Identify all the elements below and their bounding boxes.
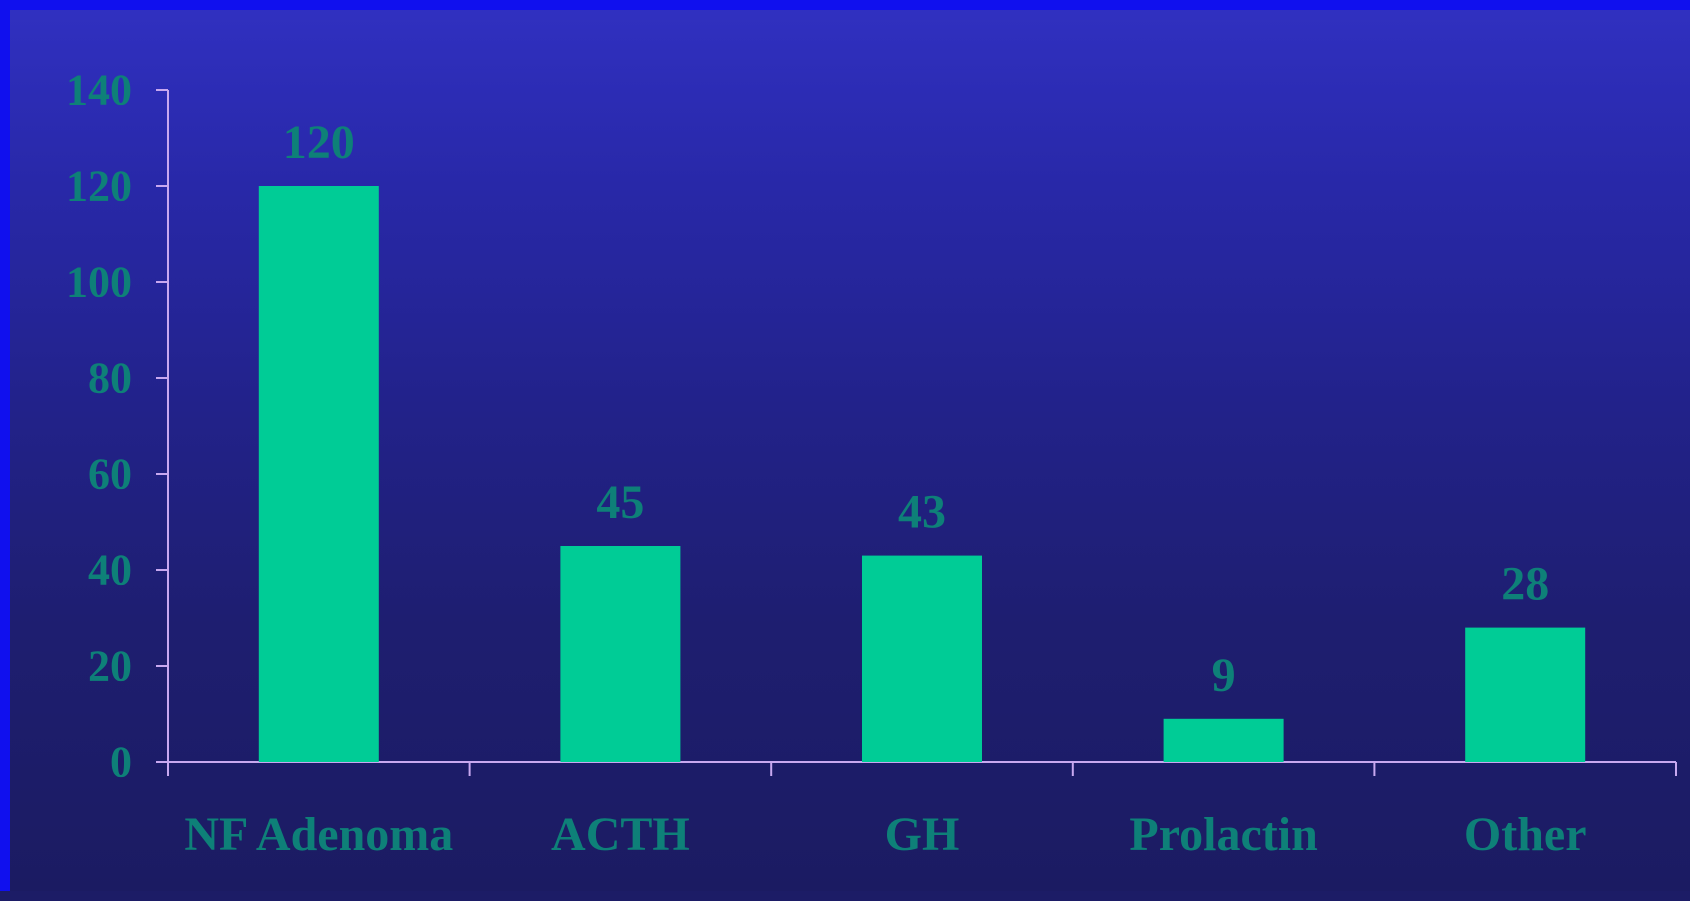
data-label: 120 — [283, 116, 355, 169]
data-label: 28 — [1501, 558, 1549, 611]
y-tick-label: 80 — [88, 354, 132, 403]
data-label: 9 — [1212, 649, 1236, 702]
bar-other — [1465, 627, 1586, 762]
x-category-label: ACTH — [551, 808, 690, 861]
y-tick-label: 60 — [88, 450, 132, 499]
x-category-label: NF Adenoma — [184, 808, 453, 861]
y-tick-label: 100 — [66, 258, 132, 307]
y-tick-label: 120 — [66, 162, 132, 211]
x-category-label: GH — [885, 808, 960, 861]
x-category-label: Other — [1464, 808, 1587, 861]
bar-chart: 0 20 40 60 80 100 120 140 120 NF Adenoma 45 ACTH 43 G… — [66, 66, 1677, 861]
bar-gh — [862, 555, 982, 762]
bar-nf-adenoma — [258, 186, 379, 762]
y-tick-label: 20 — [88, 642, 132, 691]
data-label: 45 — [596, 476, 644, 529]
bar-prolactin — [1163, 718, 1284, 762]
x-category-label: Prolactin — [1129, 808, 1317, 861]
data-label: 43 — [898, 486, 946, 539]
bar-acth — [560, 546, 681, 762]
y-tick-label: 0 — [110, 738, 132, 787]
y-tick-label: 40 — [88, 546, 132, 595]
y-tick-label: 140 — [66, 66, 132, 115]
